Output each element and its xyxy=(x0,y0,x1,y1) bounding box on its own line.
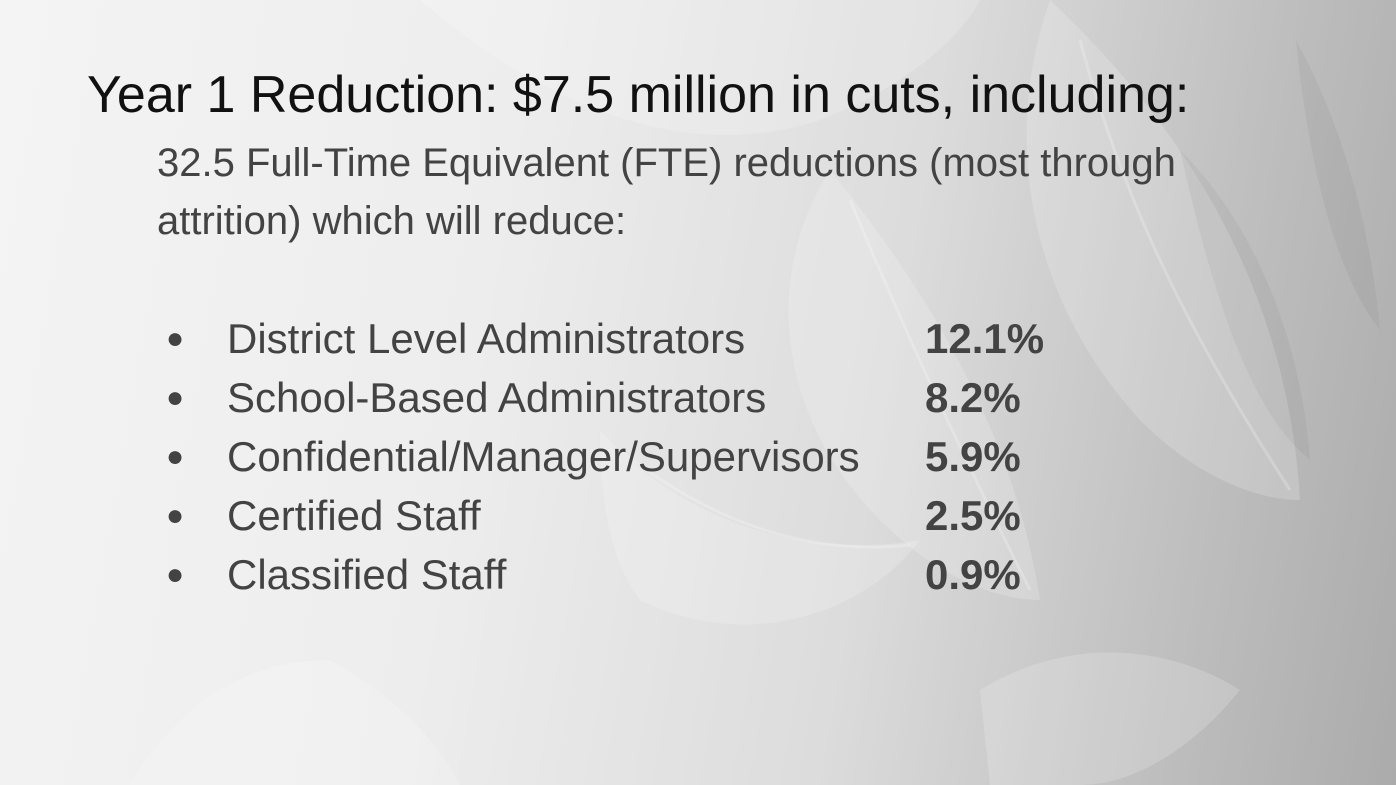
slide-title: Year 1 Reduction: $7.5 million in cuts, … xyxy=(87,66,1190,124)
bullet-icon: ● xyxy=(166,499,185,532)
reduction-category: Certified Staff xyxy=(227,492,481,539)
list-item: ● Certified Staff 2.5% xyxy=(166,486,1066,545)
bullet-icon: ● xyxy=(166,381,185,414)
reduction-category: District Level Administrators xyxy=(227,315,746,362)
reduction-percent: 5.9% xyxy=(925,433,1021,480)
reduction-percent: 2.5% xyxy=(925,492,1021,539)
reduction-list: ● District Level Administrators 12.1% ● … xyxy=(166,309,1066,604)
reduction-percent: 0.9% xyxy=(925,551,1021,598)
bullet-icon: ● xyxy=(166,440,185,473)
reduction-percent: 12.1% xyxy=(925,315,1045,362)
reduction-category: Classified Staff xyxy=(227,551,507,598)
list-item: ● Classified Staff 0.9% xyxy=(166,545,1066,604)
reduction-percent: 8.2% xyxy=(925,374,1021,421)
list-item: ● District Level Administrators 12.1% xyxy=(166,309,1066,368)
list-item: ● School-Based Administrators 8.2% xyxy=(166,368,1066,427)
bullet-icon: ● xyxy=(166,558,185,591)
bullet-icon: ● xyxy=(166,322,185,355)
list-item: ● Confidential/Manager/Supervisors 5.9% xyxy=(166,427,1066,486)
reduction-category: School-Based Administrators xyxy=(227,374,767,421)
reduction-category: Confidential/Manager/Supervisors xyxy=(227,433,860,480)
slide-subtitle: 32.5 Full-Time Equivalent (FTE) reductio… xyxy=(157,141,1176,243)
